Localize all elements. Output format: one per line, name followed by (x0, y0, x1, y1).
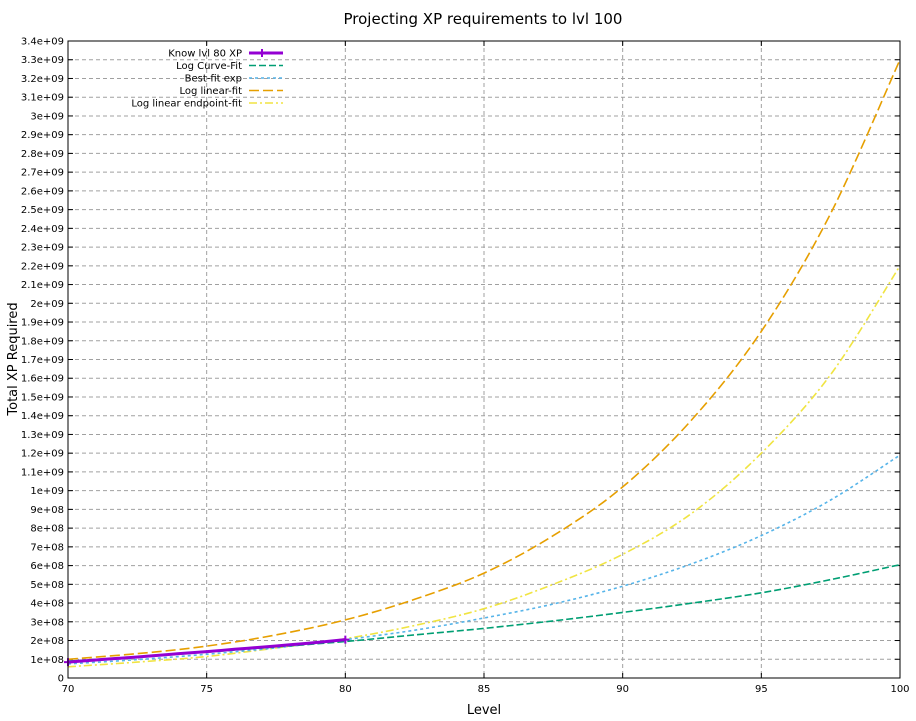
y-tick-label: 2.9e+09 (21, 130, 64, 141)
y-tick-label: 2e+09 (30, 299, 64, 310)
x-tick-label: 95 (755, 684, 768, 695)
y-tick-label: 1.4e+09 (21, 411, 64, 422)
x-tick-label: 85 (478, 684, 491, 695)
x-tick-label: 70 (62, 684, 75, 695)
y-tick-label: 9e+08 (30, 505, 64, 516)
x-axis-ticks: 70 75 80 85 90 95 100 (62, 41, 910, 695)
y-tick-label: 1.1e+09 (21, 467, 64, 478)
x-axis-label: Level (467, 703, 501, 717)
series-layer (64, 59, 901, 668)
y-tick-label: 3.1e+09 (21, 93, 64, 104)
legend-label: Log linear endpoint-fit (131, 99, 242, 110)
y-tick-label: 2.8e+09 (21, 149, 64, 160)
y-tick-label: 3.3e+09 (21, 55, 64, 66)
legend-point (258, 49, 266, 57)
x-tick-label: 100 (890, 684, 909, 695)
y-tick-label: 3e+08 (30, 617, 64, 628)
plot-frame (67, 40, 901, 679)
x-tick-label: 90 (616, 684, 629, 695)
y-tick-label: 3e+09 (30, 111, 64, 122)
y-tick-label: 2.2e+09 (21, 261, 64, 272)
series-line-1 (67, 563, 901, 662)
y-tick-label: 1.8e+09 (21, 336, 64, 347)
series-line-0 (67, 638, 346, 664)
y-tick-label: 1.9e+09 (21, 318, 64, 329)
y-tick-label: 3.2e+09 (21, 74, 64, 85)
legend-label: Log linear-fit (179, 86, 242, 97)
x-tick-label: 80 (339, 684, 352, 695)
y-tick-label: 1.5e+09 (21, 392, 64, 403)
y-tick-label: 5e+08 (30, 580, 64, 591)
y-tick-label: 0 (58, 674, 64, 685)
y-tick-label: 1.2e+09 (21, 449, 64, 460)
legend-label: Best-fit exp (185, 74, 242, 85)
series-point (341, 635, 350, 644)
legend-label: Log Curve-Fit (176, 61, 242, 72)
x-tick-label: 75 (200, 684, 213, 695)
series-line-3 (67, 59, 901, 661)
y-tick-label: 2.4e+09 (21, 224, 64, 235)
y-tick-label: 1e+08 (30, 655, 64, 666)
legend-label: Know lvl 80 XP (168, 49, 242, 60)
y-tick-label: 1.3e+09 (21, 430, 64, 441)
y-tick-label: 1.6e+09 (21, 374, 64, 385)
y-tick-label: 6e+08 (30, 561, 64, 572)
y-tick-label: 2.7e+09 (21, 168, 64, 179)
y-tick-label: 4e+08 (30, 599, 64, 610)
y-tick-label: 2.5e+09 (21, 205, 64, 216)
chart-title: Projecting XP requirements to lvl 100 (344, 10, 623, 28)
series-line-2 (67, 454, 901, 665)
y-tick-label: 2.3e+09 (21, 243, 64, 254)
y-tick-label: 3.4e+09 (21, 37, 64, 48)
y-tick-label: 8e+08 (30, 524, 64, 535)
y-axis-ticks: 0 1e+08 2e+08 3e+08 4e+08 5e+08 6e+08 7e+08 8e+0… (21, 37, 900, 685)
y-tick-label: 2.6e+09 (21, 186, 64, 197)
grid-layer (68, 41, 900, 678)
series-line-4 (67, 265, 901, 668)
y-tick-label: 2e+08 (30, 636, 64, 647)
y-tick-label: 1e+09 (30, 486, 64, 497)
y-tick-label: 1.7e+09 (21, 355, 64, 366)
y-tick-label: 2.1e+09 (21, 280, 64, 291)
y-tick-label: 7e+08 (30, 542, 64, 553)
y-axis-label: Total XP Required (6, 302, 21, 416)
